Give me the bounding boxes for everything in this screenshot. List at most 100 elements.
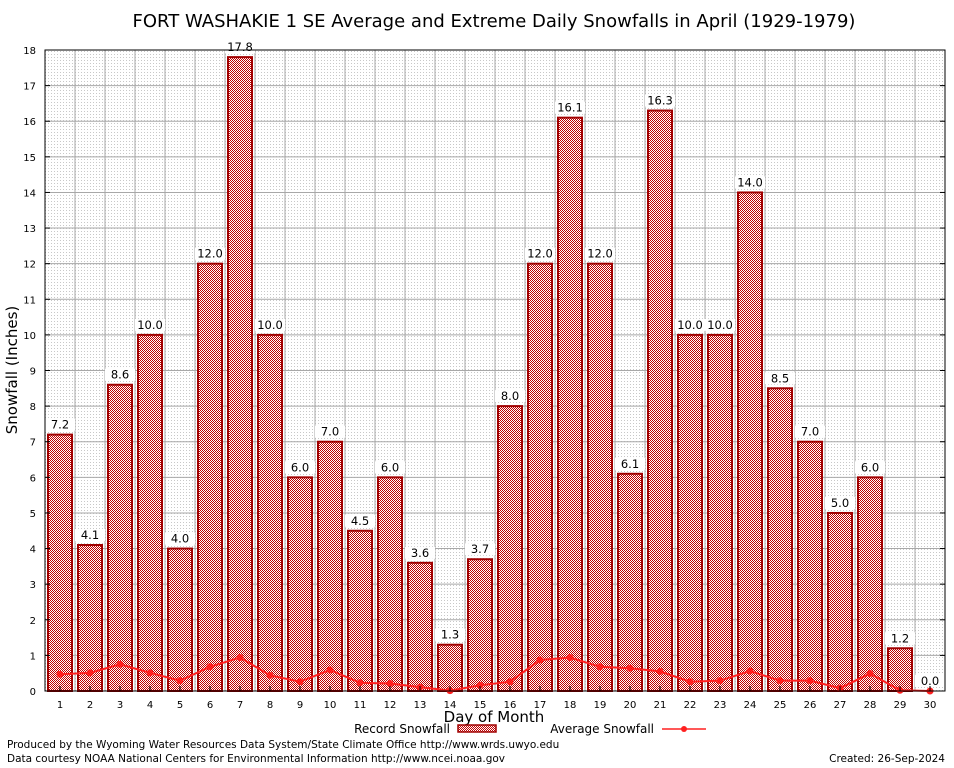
bar-label-bg (465, 543, 495, 556)
bar-value-label: 12.0 (587, 247, 613, 261)
average-point (116, 660, 124, 668)
average-point (356, 679, 364, 687)
bar-label-bg (135, 318, 165, 331)
x-tick-label: 25 (774, 700, 787, 711)
average-point (476, 681, 484, 689)
average-point (746, 667, 754, 675)
record-bar (287, 476, 313, 693)
x-tick-label: 1 (57, 700, 63, 711)
bar-value-label: 10.0 (257, 318, 283, 332)
record-bar (497, 405, 523, 692)
x-tick-label: 19 (594, 700, 607, 711)
legend-average-marker (681, 726, 687, 732)
y-tick-label: 14 (23, 188, 36, 199)
average-point (146, 669, 154, 677)
average-point (656, 667, 664, 675)
record-bar (617, 472, 643, 692)
average-point (506, 678, 514, 686)
bar-value-label: 6.1 (621, 457, 639, 471)
record-bar (527, 262, 553, 692)
bar-label-bg (345, 514, 375, 527)
bar-value-label: 1.3 (441, 628, 459, 642)
record-bar (887, 647, 913, 692)
y-tick-label: 12 (23, 260, 36, 271)
y-tick-label: 8 (30, 402, 36, 413)
y-tick-label: 0 (30, 687, 36, 698)
y-tick-label: 6 (30, 473, 36, 484)
average-point (296, 678, 304, 686)
y-tick-label: 5 (30, 509, 36, 520)
record-bar (647, 109, 673, 693)
x-tick-label: 5 (177, 700, 183, 711)
bar-label-bg (375, 461, 405, 474)
bar-label-bg (675, 318, 705, 331)
record-bar (467, 558, 493, 692)
bar-label-bg (855, 461, 885, 474)
record-bar (137, 333, 163, 692)
x-tick-label: 20 (624, 700, 637, 711)
average-point (716, 677, 724, 685)
average-point (626, 664, 634, 672)
bar-value-label: 7.0 (321, 425, 339, 439)
record-bar (257, 333, 283, 692)
bar-label-bg (795, 425, 825, 438)
average-point (236, 654, 244, 662)
x-tick-label: 21 (654, 700, 667, 711)
bar-label-bg (915, 675, 945, 687)
x-tick-label: 4 (147, 700, 153, 711)
bar-value-label: 7.0 (801, 425, 819, 439)
bar-value-label: 4.1 (81, 528, 99, 542)
y-tick-label: 15 (23, 153, 36, 164)
bar-label-bg (255, 318, 285, 331)
footer-data-source: Data courtesy NOAA National Centers for … (7, 753, 505, 765)
average-point (806, 677, 814, 685)
average-point (206, 663, 214, 671)
bar-value-label: 16.3 (647, 94, 673, 108)
y-tick-label: 1 (30, 651, 36, 662)
average-point (566, 654, 574, 662)
bar-value-label: 10.0 (707, 318, 733, 332)
record-bar (767, 387, 793, 692)
chart-title: FORT WASHAKIE 1 SE Average and Extreme D… (133, 11, 856, 32)
bar-label-bg (315, 425, 345, 438)
record-bar (347, 529, 373, 692)
record-bar (197, 262, 223, 692)
x-tick-label: 30 (924, 700, 937, 711)
x-tick-label: 27 (834, 700, 847, 711)
legend: Record Snowfall Average Snowfall (354, 722, 706, 736)
bar-label-bg (75, 528, 105, 541)
bar-value-label: 8.0 (501, 389, 519, 403)
x-tick-label: 15 (474, 700, 487, 711)
bar-label-bg (525, 247, 555, 260)
record-bar (317, 440, 343, 692)
footer-created-date: Created: 26-Sep-2024 (829, 753, 945, 765)
y-tick-label: 9 (30, 367, 36, 378)
record-bar (47, 433, 73, 692)
average-point (596, 663, 604, 671)
x-tick-label: 13 (414, 700, 427, 711)
x-tick-label: 7 (237, 700, 243, 711)
x-tick-label: 10 (324, 700, 337, 711)
bar-value-label: 6.0 (861, 460, 879, 474)
x-tick-label: 16 (504, 700, 517, 711)
record-bar (377, 476, 403, 693)
bar-label-bg (615, 457, 645, 470)
bar-value-label: 5.0 (831, 496, 849, 510)
bar-label-bg (585, 247, 615, 260)
x-tick-label: 26 (804, 700, 817, 711)
y-tick-label: 16 (23, 117, 36, 128)
x-tick-label: 23 (714, 700, 727, 711)
bar-value-label: 14.0 (737, 175, 763, 189)
bar-value-label: 8.6 (111, 368, 129, 382)
bar-value-label: 3.6 (411, 546, 429, 560)
bar-value-label: 4.0 (171, 532, 189, 546)
average-point (176, 677, 184, 685)
bar-value-label: 6.0 (381, 460, 399, 474)
y-tick-label: 13 (23, 224, 36, 235)
record-bar (407, 561, 433, 692)
average-point (866, 670, 874, 678)
bar-label-bg (105, 368, 135, 381)
record-bar (437, 643, 463, 693)
